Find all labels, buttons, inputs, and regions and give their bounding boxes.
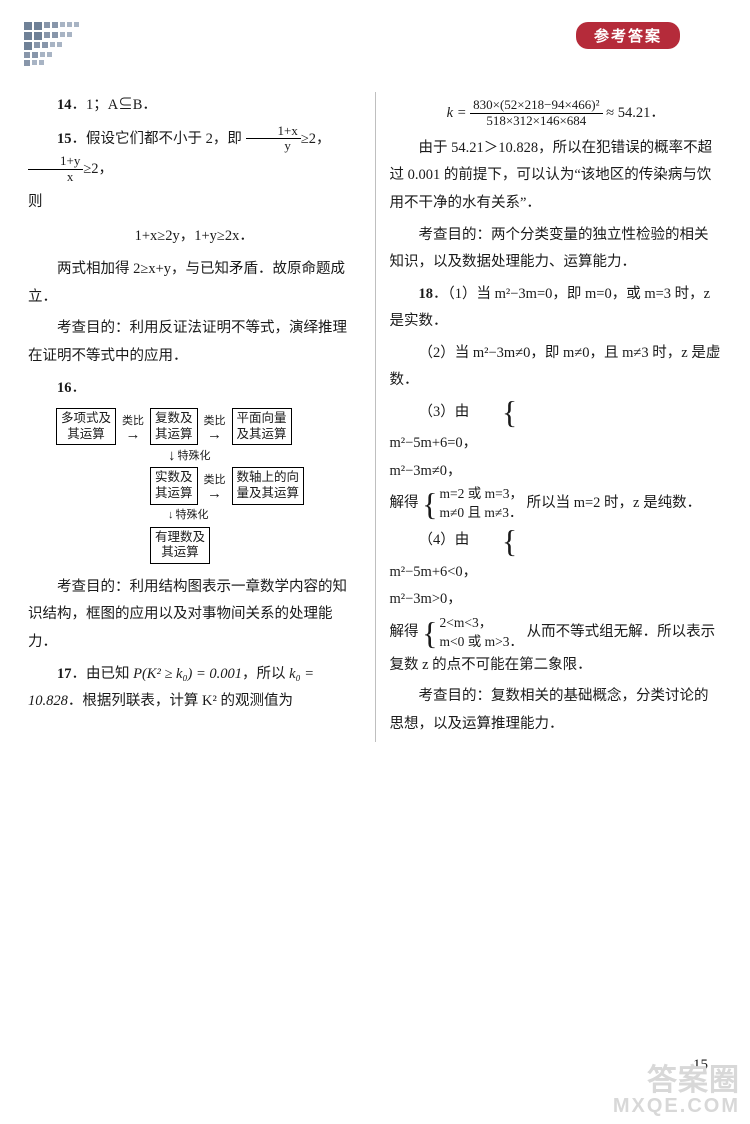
- frac-num: 1+y: [28, 154, 83, 170]
- sys-b: m²−3m>0，: [390, 586, 723, 614]
- q18-num: 18: [419, 286, 434, 302]
- q18-p4-system: {: [473, 530, 519, 552]
- sys-a: m²−5m+6=0，: [390, 430, 723, 458]
- q16-flowchart: 多项式及其运算 类比→ 复数及其运算 类比→ 平面向量及其运算 ↓特殊化 实数及…: [56, 408, 361, 564]
- flow-arrow-h3: 类比→: [198, 470, 232, 502]
- arrow-label: 特殊化: [178, 446, 211, 467]
- q15-frac2: 1+yx: [28, 154, 83, 185]
- q18-p4-solution: { 2<m<3， m<0 或 m>3．: [422, 614, 523, 652]
- arrow-down-icon: ↓: [168, 449, 176, 464]
- right-column: k = 830×(52×218−94×466)² 518×312×146×684…: [378, 92, 723, 742]
- q15-p3: 考查目的：利用反证法证明不等式，演绎推理在证明不等式中的应用．: [28, 315, 361, 370]
- flow-box-3: 平面向量及其运算: [232, 408, 292, 445]
- flow-row-3: 有理数及其运算: [150, 527, 361, 564]
- q18-p4-lead: （4）由: [419, 532, 470, 548]
- watermark-line2: MXQE.COM: [613, 1096, 740, 1116]
- q15-then: 则: [28, 189, 361, 217]
- q14-num: 14: [57, 97, 72, 113]
- k-equation: k = 830×(52×218−94×466)² 518×312×146×684…: [390, 98, 723, 129]
- brace-icon: {: [422, 622, 437, 644]
- q18-p3-lead: （3）由: [419, 404, 470, 420]
- r-p2: 考查目的：两个分类变量的独立性检验的相关知识，以及数据处理能力、运算能力．: [390, 222, 723, 277]
- left-column: 14．1；A⊆B． 15．假设它们都不小于 2，即 1+xy≥2， 1+yx≥2…: [28, 92, 373, 742]
- flow-arrow-h1: 类比→: [116, 411, 150, 443]
- frac-den: y: [246, 139, 301, 154]
- sol-b: m≠0 且 m≠3．: [439, 504, 522, 523]
- q18-exam: 考查目的：复数相关的基础概念，分类讨论的思想，以及运算推理能力．: [390, 683, 723, 738]
- flow-arrow-h2: 类比→: [198, 411, 232, 443]
- q17-p1d: ．根据列联表，计算 K² 的观测值为: [68, 693, 293, 709]
- q18-p3-solution: { m=2 或 m=3， m≠0 且 m≠3．: [422, 485, 523, 523]
- q18-part2: （2）当 m²−3m≠0，即 m≠0，且 m≠3 时，z 是虚数．: [390, 340, 723, 395]
- frac-den: x: [28, 170, 83, 185]
- header-badge: 参考答案: [576, 22, 680, 49]
- k-rhs: ≈ 54.21．: [603, 105, 665, 121]
- arrow-right-icon: →: [207, 428, 222, 443]
- q15-intro-b: ≥2，: [301, 130, 331, 146]
- q18-p3-mid: 解得: [390, 496, 419, 512]
- frac-den: 518×312×146×684: [470, 114, 602, 129]
- q17-p1: 17．由已知 P(K² ≥ k₀) = 0.001，所以 k₀ = 10.828…: [28, 661, 361, 716]
- flow-box-4: 实数及其运算: [150, 467, 198, 504]
- q17-num: 17: [57, 666, 72, 682]
- q17-p1a: ．由已知: [72, 666, 134, 682]
- q18-p3-tail: 所以当 m=2 时，z 是纯数．: [527, 496, 702, 512]
- sol-a: 2<m<3，: [439, 614, 522, 633]
- k-frac: 830×(52×218−94×466)² 518×312×146×684: [470, 98, 602, 129]
- sol-a: m=2 或 m=3，: [439, 485, 522, 504]
- flow-box-6: 有理数及其运算: [150, 527, 210, 564]
- flow-arrow-v2: ↓特殊化: [168, 505, 361, 527]
- flow-arrow-v1: ↓特殊化: [168, 445, 361, 467]
- arrow-right-icon: →: [126, 428, 141, 443]
- brace-body: 2<m<3， m<0 或 m>3．: [439, 614, 522, 652]
- q14: 14．1；A⊆B．: [28, 92, 361, 120]
- column-divider: [375, 92, 376, 742]
- sys-b: m²−3m≠0，: [390, 458, 723, 486]
- brace-icon: {: [473, 401, 517, 423]
- corner-decor: [24, 22, 114, 72]
- arrow-label: 特殊化: [176, 505, 209, 526]
- sys-a: m²−5m+6<0，: [390, 559, 723, 587]
- sol-b: m<0 或 m>3．: [439, 633, 522, 652]
- q15-num: 15: [57, 130, 72, 146]
- watermark: 答案圈 MXQE.COM: [613, 1066, 740, 1116]
- q15-intro-a: ．假设它们都不小于 2，即: [72, 130, 246, 146]
- watermark-line1: 答案圈: [613, 1066, 740, 1096]
- frac-num: 830×(52×218−94×466)²: [470, 98, 602, 114]
- q18-p3-system: {: [473, 401, 519, 423]
- q18-part3: （3）由 {: [390, 399, 723, 427]
- q15-mathblock: 1+x≥2y，1+y≥2x．: [28, 223, 361, 251]
- q16-num: 16: [57, 380, 72, 396]
- brace-body: m=2 或 m=3， m≠0 且 m≠3．: [439, 485, 522, 523]
- flow-box-1: 多项式及其运算: [56, 408, 116, 445]
- arrow-right-icon: →: [207, 487, 222, 502]
- flow-box-2: 复数及其运算: [150, 408, 198, 445]
- q14-body: ．1；A⊆B．: [72, 97, 157, 113]
- q17-p1b: ，所以: [242, 666, 289, 682]
- q15-p2: 两式相加得 2≥x+y，与已知矛盾．故原命题成立．: [28, 256, 361, 311]
- flow-row-2: 实数及其运算 类比→ 数轴上的向量及其运算: [150, 467, 361, 504]
- flow-box-5: 数轴上的向量及其运算: [232, 467, 305, 504]
- q16-head: 16．: [28, 375, 361, 403]
- q18-p4-mid: 解得: [390, 624, 419, 640]
- q18-part1: 18．（1）当 m²−3m=0，即 m=0，或 m=3 时，z 是实数．: [390, 281, 723, 336]
- q18-part4: （4）由 {: [390, 527, 723, 555]
- q15-intro-c: ≥2，: [83, 161, 113, 177]
- content-columns: 14．1；A⊆B． 15．假设它们都不小于 2，即 1+xy≥2， 1+yx≥2…: [28, 92, 722, 742]
- arrow-down-icon: ↓: [168, 505, 174, 526]
- flow-row-1: 多项式及其运算 类比→ 复数及其运算 类比→ 平面向量及其运算: [56, 408, 361, 445]
- brace-icon: {: [473, 530, 517, 552]
- q17-expr: P(K² ≥ k₀) = 0.001: [133, 666, 242, 682]
- q15-frac1: 1+xy: [246, 124, 301, 155]
- q16-p1: 考查目的：利用结构图表示一章数学内容的知识结构，框图的应用以及对事物间关系的处理…: [28, 574, 361, 657]
- frac-num: 1+x: [246, 124, 301, 140]
- q15-line1: 15．假设它们都不小于 2，即 1+xy≥2， 1+yx≥2，: [28, 124, 361, 186]
- r-p1: 由于 54.21＞10.828，所以在犯错误的概率不超过 0.001 的前提下，…: [390, 135, 723, 218]
- q18-p1-body: ．（1）当 m²−3m=0，即 m=0，或 m=3 时，z 是实数．: [390, 286, 711, 330]
- k-lhs: k =: [447, 105, 470, 121]
- brace-icon: {: [422, 493, 437, 515]
